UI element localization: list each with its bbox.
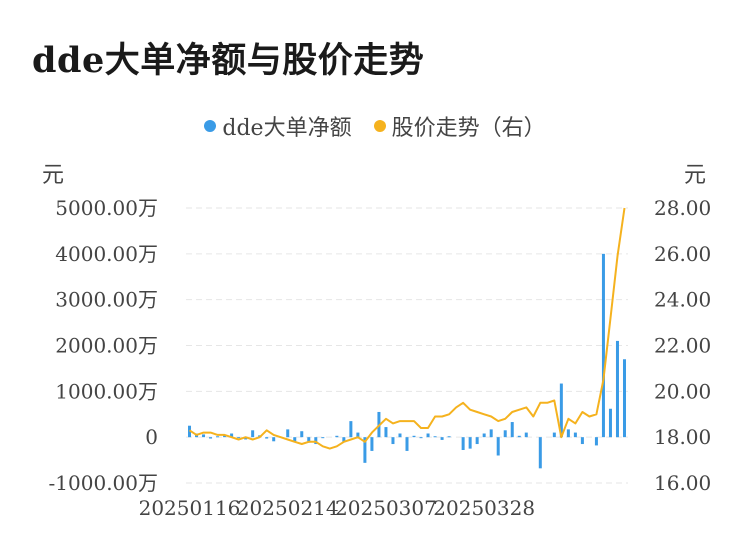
dde-bar bbox=[496, 437, 500, 456]
left-axis-ticks: -1000.00万 0 1000.00万 2000.00万 3000.00万 4000.0… bbox=[49, 196, 158, 495]
dde-bar bbox=[216, 436, 220, 438]
right-axis-unit: 元 bbox=[684, 163, 707, 188]
dde-bar bbox=[300, 431, 304, 438]
x-tick-label: 20250328 bbox=[433, 496, 535, 520]
dde-bar bbox=[440, 437, 444, 440]
dde-bar bbox=[356, 432, 360, 438]
dde-bar bbox=[349, 421, 353, 438]
dde-bar bbox=[622, 359, 626, 438]
dde-bar bbox=[293, 437, 297, 442]
dde-bar bbox=[489, 429, 493, 438]
legend-dot-orange-icon bbox=[373, 120, 386, 132]
dde-bar bbox=[265, 437, 269, 439]
y-right-tick-label: 20.00 bbox=[654, 379, 711, 403]
dde-bar bbox=[384, 427, 388, 438]
y-left-tick-label: 3000.00万 bbox=[55, 288, 158, 312]
dde-bar bbox=[391, 437, 395, 445]
dde-bar bbox=[419, 437, 423, 439]
y-left-tick-label: 4000.00万 bbox=[55, 242, 158, 266]
legend-label-price: 股价走势（右） bbox=[391, 116, 546, 141]
legend: dde大单净额 股价走势（右） bbox=[0, 110, 750, 142]
dde-bar bbox=[475, 437, 479, 445]
y-left-tick-label: 2000.00万 bbox=[55, 334, 158, 358]
dde-bar bbox=[468, 437, 472, 449]
y-right-tick-label: 24.00 bbox=[654, 288, 711, 312]
dde-bar bbox=[447, 436, 451, 438]
y-right-tick-label: 28.00 bbox=[654, 196, 711, 220]
legend-item-dde[interactable]: dde大单净额 bbox=[204, 110, 352, 142]
dde-bar bbox=[272, 437, 276, 442]
dde-bar bbox=[209, 437, 213, 439]
dde-bar bbox=[573, 432, 577, 438]
dde-bar bbox=[524, 432, 528, 438]
dde-bar bbox=[363, 437, 367, 463]
dde-bar bbox=[517, 435, 521, 438]
dde-bar bbox=[615, 340, 619, 438]
dde-bar bbox=[321, 437, 325, 439]
dde-bar bbox=[335, 435, 339, 438]
legend-item-price[interactable]: 股价走势（右） bbox=[373, 110, 546, 142]
dde-bar bbox=[314, 437, 318, 445]
y-left-tick-label: -1000.00万 bbox=[49, 471, 158, 495]
y-right-tick-label: 18.00 bbox=[654, 425, 711, 449]
legend-dot-blue-icon bbox=[204, 120, 217, 132]
dde-bar bbox=[559, 383, 563, 438]
right-axis-ticks: 16.00 18.00 20.00 22.00 24.00 26.00 28.00 bbox=[654, 196, 711, 495]
left-axis-unit: 元 bbox=[42, 163, 65, 188]
dde-bar bbox=[538, 437, 542, 469]
price-line bbox=[188, 207, 626, 450]
dde-bar bbox=[398, 433, 402, 438]
dde-bar bbox=[461, 437, 465, 450]
y-left-tick-label: 5000.00万 bbox=[55, 196, 158, 220]
y-left-tick-label: 0 bbox=[145, 425, 158, 449]
y-right-tick-label: 22.00 bbox=[654, 334, 711, 358]
dde-bar bbox=[286, 429, 290, 438]
dde-bar bbox=[510, 422, 514, 438]
dde-bar bbox=[594, 437, 598, 446]
dde-bar bbox=[223, 434, 227, 438]
dde-bar bbox=[433, 436, 437, 438]
dde-bar bbox=[237, 437, 241, 439]
dde-bar bbox=[482, 433, 486, 438]
dde-bar bbox=[580, 437, 584, 445]
x-tick-label: 20250116 bbox=[139, 496, 241, 520]
price-line-layer bbox=[188, 207, 626, 450]
y-right-tick-label: 16.00 bbox=[654, 471, 711, 495]
dde-bar bbox=[202, 434, 206, 438]
dde-bar bbox=[566, 429, 570, 438]
dde-bar bbox=[230, 433, 234, 438]
y-right-tick-label: 26.00 bbox=[654, 242, 711, 266]
dde-bar bbox=[552, 432, 556, 438]
x-tick-label: 20250307 bbox=[335, 496, 437, 520]
dde-bar bbox=[608, 408, 612, 438]
dde-bar bbox=[342, 437, 346, 442]
dde-bar bbox=[405, 437, 409, 451]
dde-bar bbox=[412, 435, 416, 438]
dde-bar bbox=[426, 433, 430, 438]
dde-bar bbox=[370, 437, 374, 451]
y-left-tick-label: 1000.00万 bbox=[55, 379, 158, 403]
dde-bar bbox=[251, 430, 255, 438]
x-tick-label: 20250214 bbox=[237, 496, 339, 520]
dde-bar bbox=[244, 437, 248, 440]
dde-bar bbox=[503, 430, 507, 438]
dde-bar bbox=[601, 253, 605, 438]
legend-label-dde: dde大单净额 bbox=[222, 116, 352, 141]
dde-bar bbox=[307, 437, 311, 443]
chart-title: dde大单净额与股价走势 bbox=[32, 40, 425, 81]
